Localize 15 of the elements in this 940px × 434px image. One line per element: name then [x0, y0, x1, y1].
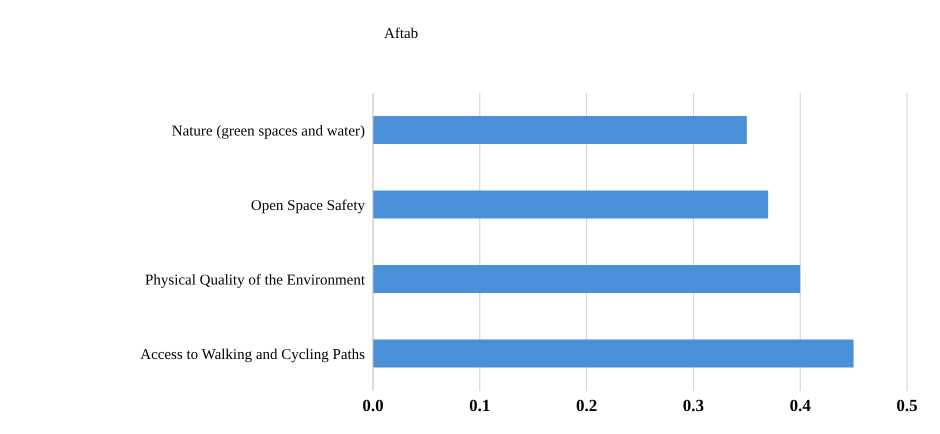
bar [373, 116, 747, 144]
bar [373, 265, 800, 293]
x-tick-label: 0.1 [469, 396, 490, 416]
x-tick-label: 0.4 [790, 396, 812, 416]
bar [373, 340, 854, 368]
x-tick-label: 0.3 [682, 396, 704, 416]
x-tick-label: 0.5 [896, 396, 918, 416]
y-tick-label: Access to Walking and Cycling Paths [140, 347, 366, 364]
x-tick-label: 0.2 [576, 396, 598, 416]
y-tick-label: Open Space Safety [250, 198, 366, 214]
bar [373, 190, 768, 218]
y-tick-label: Nature (green spaces and water) [172, 124, 365, 140]
chart-title: Aftab [384, 26, 418, 43]
y-tick-label: Physical Quality of the Environment [145, 272, 366, 289]
x-tick-label: 0.0 [362, 396, 384, 416]
